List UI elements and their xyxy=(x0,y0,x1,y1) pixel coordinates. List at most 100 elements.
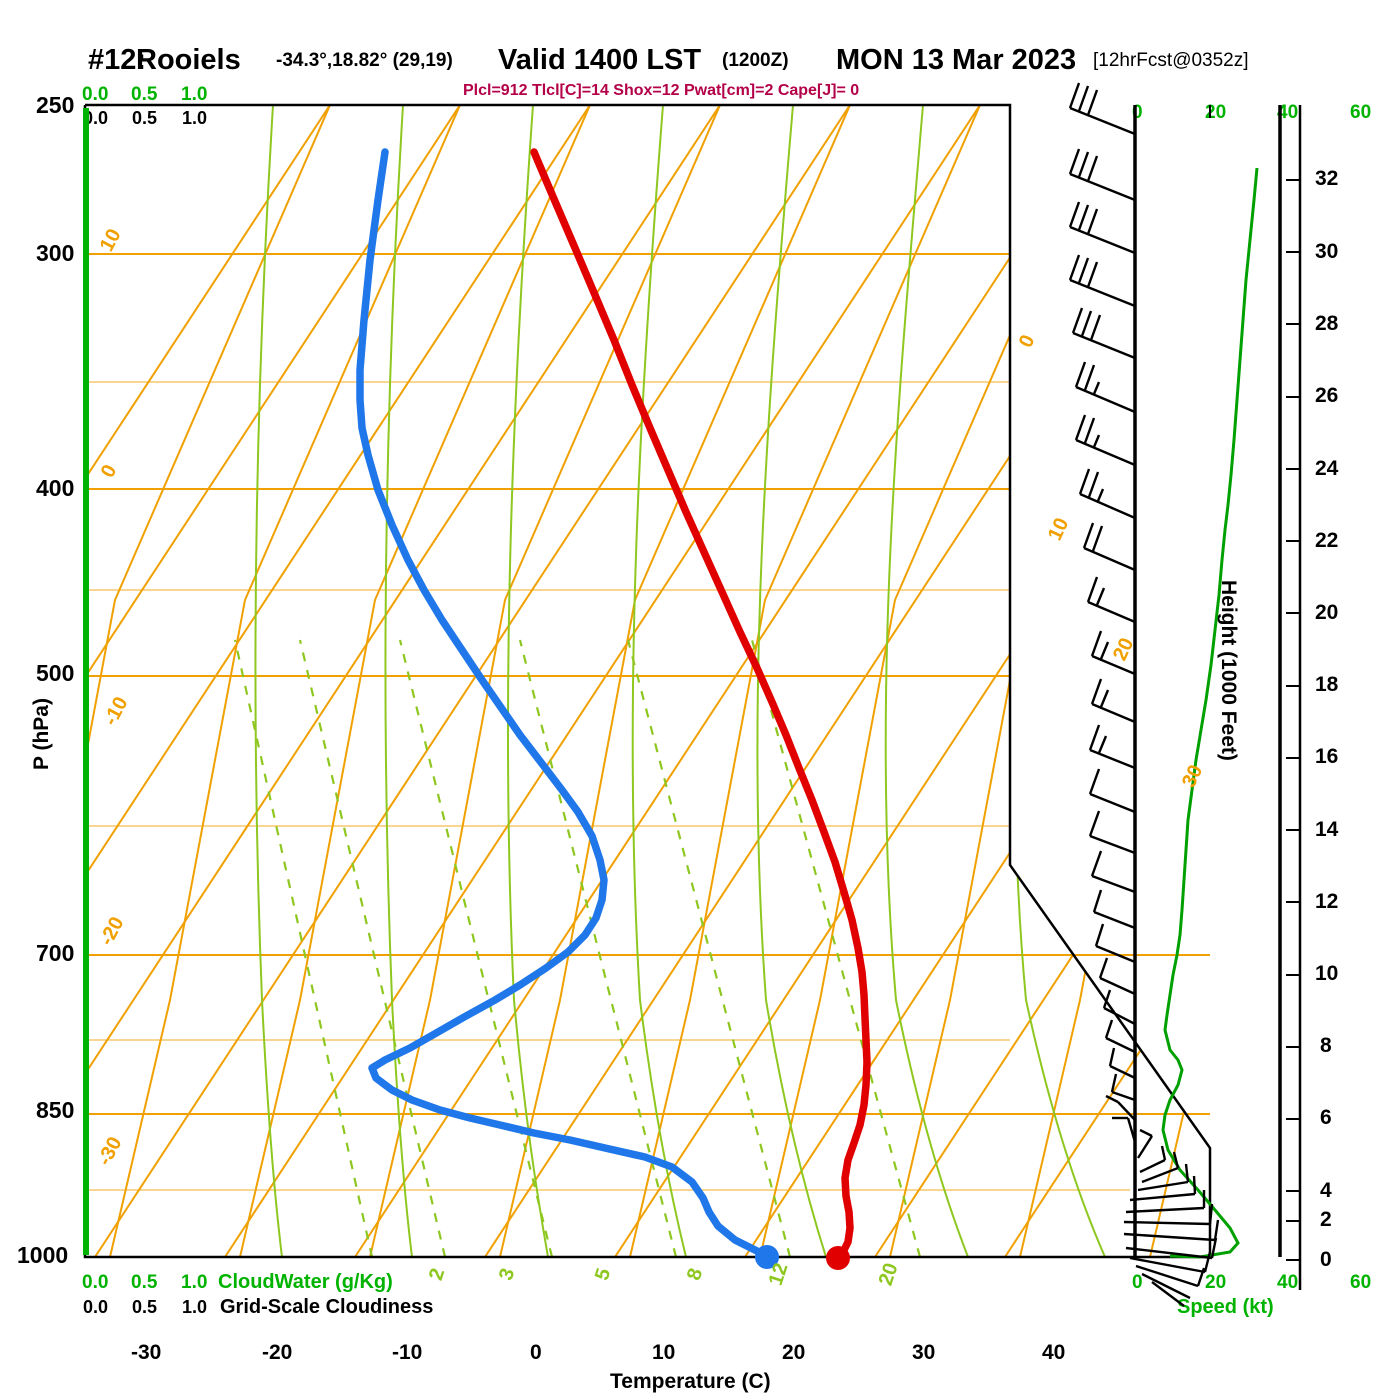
speed-bottom-tick-2: 40 xyxy=(1277,1272,1299,1293)
wind-barb xyxy=(1090,630,1136,676)
speed-bottom-tick-3: 60 xyxy=(1350,1272,1372,1293)
wind-barb xyxy=(1092,889,1136,930)
valid-time-label: Valid 1400 LST xyxy=(498,44,702,76)
station-coordinates: -34.3°,18.82° (29,19) xyxy=(276,50,453,71)
cloudiness-bottom-tick-2: 1.0 xyxy=(182,1297,208,1317)
wind-barb xyxy=(1074,361,1136,414)
valid-time-utc: (1200Z) xyxy=(722,50,789,71)
temperature-tick--30: -30 xyxy=(131,1341,162,1364)
wind-barb xyxy=(1074,414,1136,467)
dewpoint-profile-line xyxy=(356,148,771,1260)
height-tick-4: 4 xyxy=(1320,1179,1332,1202)
height-tick-10: 10 xyxy=(1315,962,1339,985)
temperature-profile-line xyxy=(530,148,871,1261)
wind-barb xyxy=(1141,1151,1180,1184)
speed-top-tick-3: 60 xyxy=(1350,102,1372,123)
wind-barb xyxy=(1082,522,1136,572)
cloudiness-bottom-tick-0: 0.0 xyxy=(83,1297,109,1317)
mixing-ratio-lines xyxy=(233,639,922,1257)
wind-barb xyxy=(1141,1272,1191,1300)
wind-barb xyxy=(1129,1251,1212,1274)
pressure-tick-500: 500 xyxy=(36,660,75,686)
surface-dewpoint-marker xyxy=(755,1245,779,1269)
wind-barb xyxy=(1078,468,1136,520)
height-tick-6: 6 xyxy=(1320,1106,1332,1129)
wind-barb xyxy=(1129,1175,1197,1202)
speed-bottom-tick-0: 0 xyxy=(1132,1272,1143,1293)
wind-barb xyxy=(1098,957,1136,996)
height-axis-ticks xyxy=(1286,179,1300,1261)
wind-barb xyxy=(1137,1163,1190,1192)
cloudwater-bottom-tick-0: 0.0 xyxy=(82,1272,109,1293)
plot-border xyxy=(83,103,1212,1259)
speed-axis-ticks xyxy=(1134,105,1211,118)
cloudwater-tick-0: 0.0 xyxy=(82,84,109,105)
height-tick-0: 0 xyxy=(1320,1248,1332,1271)
wind-barb xyxy=(1086,576,1136,624)
height-tick-8: 8 xyxy=(1320,1034,1332,1057)
surface-temperature-marker xyxy=(826,1246,850,1270)
wind-barb xyxy=(1125,1237,1218,1260)
pressure-tick-1000: 1000 xyxy=(17,1242,69,1268)
height-tick-26: 26 xyxy=(1315,384,1339,407)
wind-barb-group-lower xyxy=(1104,1019,1220,1307)
pressure-tick-850: 850 xyxy=(36,1097,75,1123)
wind-barb xyxy=(1102,989,1136,1026)
cloudwater-tick-1: 0.5 xyxy=(131,84,158,105)
speed-top-tick-0: 0 xyxy=(1132,102,1143,123)
cloudiness-tick-0: 0.0 xyxy=(83,108,109,128)
wind-barb xyxy=(1135,1264,1206,1288)
wind-barb xyxy=(1108,1047,1136,1080)
speed-bottom-tick-1: 20 xyxy=(1205,1272,1227,1293)
wind-barb xyxy=(1068,201,1136,255)
wind-barb xyxy=(1068,148,1136,202)
wind-barb xyxy=(1068,254,1136,308)
wind-barb xyxy=(1104,1019,1136,1054)
wind-barb xyxy=(1090,678,1136,724)
wind-barb xyxy=(1125,1190,1206,1214)
wind-barb xyxy=(1112,1116,1137,1143)
height-tick-2: 2 xyxy=(1320,1208,1332,1231)
pressure-tick-400: 400 xyxy=(36,475,75,501)
height-tick-14: 14 xyxy=(1315,818,1339,841)
height-tick-22: 22 xyxy=(1315,529,1339,552)
speed-axis-label: Speed (kt) xyxy=(1177,1296,1274,1318)
temperature-axis-label: Temperature (C) xyxy=(610,1370,771,1393)
temperature-tick-40: 40 xyxy=(1042,1341,1066,1364)
height-tick-30: 30 xyxy=(1315,240,1339,263)
temperature-tick-0: 0 xyxy=(530,1341,542,1364)
wind-barb xyxy=(1123,1203,1214,1226)
wind-barb xyxy=(1088,810,1136,855)
height-tick-20: 20 xyxy=(1315,601,1339,624)
isotherm-lines xyxy=(85,105,1210,1257)
station-id: #12: xyxy=(88,44,147,76)
forecast-info: [12hrFcst@0352z] xyxy=(1093,50,1249,71)
dry-adiabat-lines xyxy=(85,105,1210,1257)
cloudiness-bottom-tick-1: 0.5 xyxy=(132,1297,158,1317)
cloudwater-tick-2: 1.0 xyxy=(181,84,208,105)
temperature-tick--20: -20 xyxy=(262,1341,293,1364)
wind-barb xyxy=(1139,1145,1167,1174)
wind-barb xyxy=(1088,724,1136,770)
cloudwater-bottom-tick-1: 0.5 xyxy=(131,1272,158,1293)
height-tick-12: 12 xyxy=(1315,890,1339,913)
cloudiness-tick-2: 1.0 xyxy=(182,108,208,128)
cloudiness-tick-1: 0.5 xyxy=(132,108,158,128)
sounding-parameters: Plcl=912 Tlcl[C]=14 Shox=12 Pwat[cm]=2 C… xyxy=(463,82,860,99)
height-tick-24: 24 xyxy=(1315,457,1339,480)
cloudiness-axis-label: Grid-Scale Cloudiness xyxy=(220,1296,434,1318)
wind-barb-group-upper xyxy=(1068,82,1136,1026)
temperature-tick-10: 10 xyxy=(652,1341,676,1364)
cloudwater-bottom-tick-2: 1.0 xyxy=(181,1272,208,1293)
wind-panel xyxy=(1068,82,1302,1307)
wind-barb xyxy=(1068,82,1136,136)
height-tick-32: 32 xyxy=(1315,167,1339,190)
wind-barb xyxy=(1151,1281,1185,1307)
wind-barb xyxy=(1110,1073,1136,1102)
wind-barb xyxy=(1088,768,1136,814)
station-name: Rooiels xyxy=(136,44,241,76)
pressure-tick-700: 700 xyxy=(36,940,75,966)
wind-barb xyxy=(1090,850,1136,894)
